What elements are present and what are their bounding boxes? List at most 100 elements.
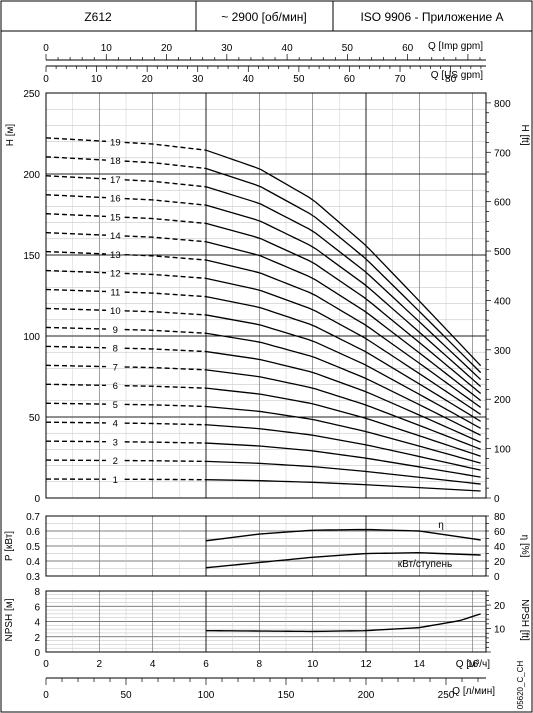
us-gpm-tick-label: 80: [445, 74, 457, 85]
head-m-tick-label: 0: [34, 494, 40, 505]
m3h-axis-label: Q [м³/ч]: [456, 659, 491, 670]
us-gpm-tick-label: 60: [344, 74, 356, 85]
npsh-m-tick-label: 2: [34, 633, 40, 644]
power-tick-label: 0.5: [26, 542, 40, 553]
m3h-tick-label: 14: [414, 659, 426, 670]
stage-curve-dashed: [45, 175, 107, 180]
stage-curve-dashed: [124, 160, 207, 170]
stage-curve: [205, 259, 482, 408]
stage-curve-dashed: [124, 235, 207, 243]
m3h-tick-label: 6: [203, 659, 209, 670]
stage-curve: [205, 350, 481, 443]
stage-curve-dashed: [124, 216, 207, 225]
head-ft-tick-label: 400: [494, 296, 511, 307]
standard-label: ISO 9906 - Приложение A: [360, 10, 503, 24]
stage-label: 9: [113, 325, 118, 336]
npsh-ft-tick-label: 20: [494, 601, 506, 612]
stage-label: 16: [110, 194, 121, 205]
stage-curve: [205, 277, 482, 415]
stage-curve-dashed: [124, 366, 207, 371]
stage-curve-dashed: [45, 326, 107, 330]
head-m-tick-label: 200: [23, 170, 40, 181]
power-curve-label: кВт/ступень: [398, 559, 452, 570]
stage-curve: [205, 479, 481, 492]
power-axis-label: P [кВт]: [4, 531, 15, 561]
head-ft-axis-label: H [ft]: [519, 124, 530, 145]
stage-curve: [205, 241, 482, 401]
head-ft-tick-label: 300: [494, 346, 511, 357]
stage-label: 8: [113, 344, 118, 355]
head-ft-tick-label: 700: [494, 148, 511, 159]
m3h-tick-label: 2: [97, 659, 103, 670]
stage-curve: [205, 424, 481, 471]
stage-label: 10: [110, 306, 121, 317]
drawing-code: 05620_C_CH: [516, 661, 525, 710]
lmin-tick-label: 150: [278, 690, 295, 701]
m3h-tick-label: 12: [360, 659, 372, 670]
npsh-m-tick-label: 4: [34, 618, 40, 629]
stage-label: 14: [110, 231, 121, 242]
stage-curve-dashed: [124, 459, 207, 463]
lmin-tick-label: 100: [198, 690, 215, 701]
m3h-tick-label: 8: [257, 659, 263, 670]
top-flow-axes: Q [Imp gpm] Q [US gpm] 0 10 20 30 40 50 60 0 10 2…: [43, 41, 486, 85]
head-m-axis-label: H [м]: [5, 124, 16, 147]
stage-curve-dashed: [124, 179, 207, 188]
stage-label: 15: [110, 212, 121, 223]
stage-curve: [205, 204, 482, 388]
head-panel: 0 50 100 150 200 250 0 100 200 300 400 500 600 700 800…: [23, 89, 511, 505]
npsh-m-tick-label: 6: [34, 602, 40, 613]
efficiency-tick-label: 0: [494, 572, 500, 583]
stage-curve: [205, 387, 481, 457]
power-tick-label: 0.4: [26, 557, 40, 568]
head-m-tick-label: 50: [29, 413, 41, 424]
stage-label: 6: [113, 381, 118, 392]
m3h-tick-label: 0: [43, 659, 49, 670]
stage-curve-dashed: [124, 272, 207, 280]
head-ft-tick-label: 500: [494, 247, 511, 258]
efficiency-tick-label: 80: [494, 512, 506, 523]
efficiency-curve-label: η: [438, 520, 444, 531]
imp-gpm-tick-label: 0: [43, 43, 49, 54]
imp-gpm-tick-label: 60: [402, 43, 414, 54]
imp-gpm-tick-label: 40: [282, 43, 294, 54]
stage-label: 13: [110, 250, 121, 261]
header: Z612 ~ 2900 [об/мин] ISO 9906 - Приложен…: [0, 0, 533, 32]
bottom-flow-axes: 0 2 4 6 8 10 12 14 16 0 50 100 150 200 250: [43, 659, 486, 701]
npsh-ft-axis-label: NPSH [ft]: [519, 599, 530, 641]
stage-curve-dashed: [45, 212, 107, 218]
npsh-panel: 0 2 4 6 8 10 20: [34, 587, 505, 659]
stage-curve-dashed: [124, 254, 207, 261]
us-gpm-tick-label: 0: [43, 74, 49, 85]
stage-curve-dashed: [45, 421, 107, 424]
stage-curve-dashed: [124, 441, 207, 444]
imp-gpm-tick-label: 30: [221, 43, 233, 54]
stage-label: 18: [110, 156, 121, 167]
stage-curve-dashed: [124, 385, 207, 389]
efficiency-tick-label: 60: [494, 527, 506, 538]
stage-curve-dashed: [124, 403, 207, 408]
lmin-tick-label: 200: [358, 690, 375, 701]
power-tick-label: 0.6: [26, 527, 40, 538]
m3h-tick-label: 10: [307, 659, 319, 670]
stage-label: 12: [110, 269, 121, 280]
stage-label: 3: [113, 437, 118, 448]
stage-curve: [205, 149, 482, 367]
npsh-m-tick-label: 8: [34, 587, 40, 598]
stage-curve: [205, 369, 481, 450]
stage-curve-dashed: [124, 141, 207, 151]
stage-curve: [205, 460, 481, 485]
stage-label: 17: [110, 175, 121, 186]
us-gpm-tick-label: 40: [243, 74, 255, 85]
stage-curve-dashed: [45, 194, 107, 199]
stage-curve: [205, 442, 481, 478]
efficiency-tick-label: 20: [494, 557, 506, 568]
stage-curve-dashed: [124, 197, 207, 206]
stage-curve: [205, 167, 482, 374]
stage-curve-dashed: [45, 269, 107, 274]
head-ft-tick-label: 100: [494, 445, 511, 456]
stage-curve: [205, 222, 482, 395]
lmin-tick-label: 0: [43, 690, 49, 701]
us-gpm-tick-label: 30: [192, 74, 204, 85]
head-ft-tick-label: 800: [494, 99, 511, 110]
